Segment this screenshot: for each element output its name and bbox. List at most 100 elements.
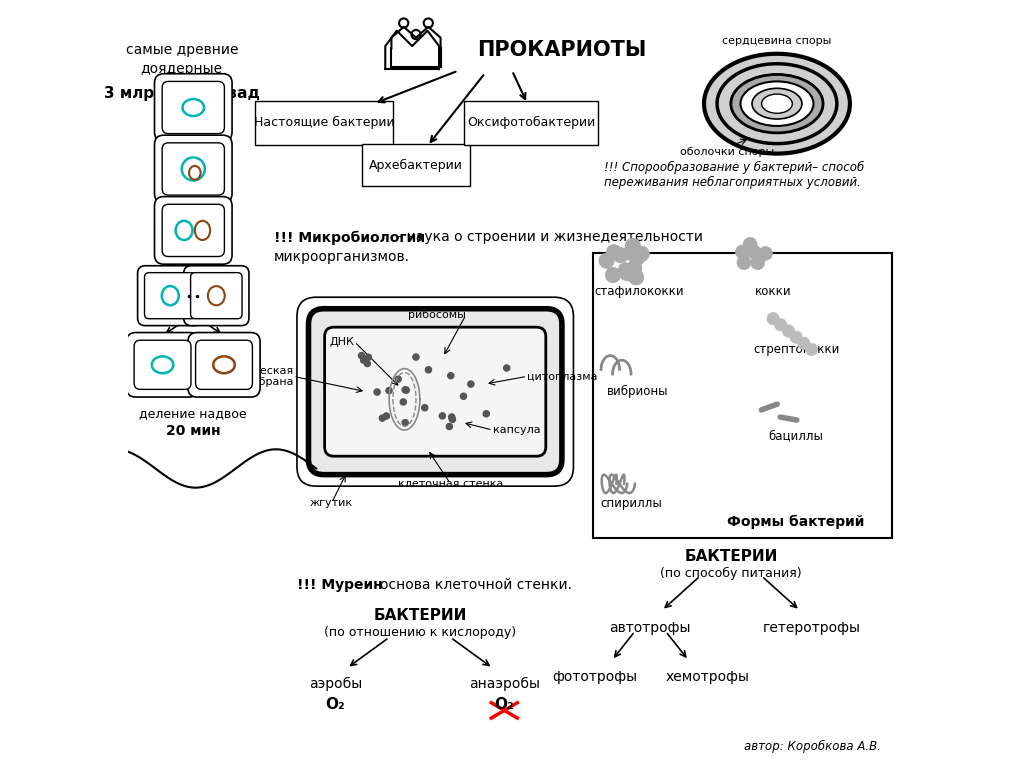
Circle shape	[403, 387, 410, 393]
Circle shape	[386, 388, 392, 394]
Text: деление надвое: деление надвое	[139, 407, 247, 420]
Circle shape	[504, 365, 510, 371]
Circle shape	[751, 256, 765, 270]
Text: гетеротрофы: гетеротрофы	[763, 621, 860, 634]
Text: ПРОКАРИОТЫ: ПРОКАРИОТЫ	[477, 40, 647, 60]
Ellipse shape	[752, 88, 802, 119]
Text: хемотрофы: хемотрофы	[666, 670, 750, 684]
Text: микроорганизмов.: микроорганизмов.	[274, 250, 410, 263]
Circle shape	[447, 372, 454, 379]
Circle shape	[374, 389, 380, 395]
Text: Настоящие бактерии: Настоящие бактерии	[254, 116, 394, 130]
Text: фототрофы: фототрофы	[552, 670, 638, 684]
Text: аэробы: аэробы	[308, 677, 362, 691]
Text: - наука о строении и жизнедеятельности: - наука о строении и жизнедеятельности	[393, 230, 702, 244]
Text: (по способу питания): (по способу питания)	[660, 567, 802, 580]
Circle shape	[422, 405, 428, 411]
Text: БАКТЕРИИ: БАКТЕРИИ	[684, 549, 777, 564]
FancyBboxPatch shape	[127, 333, 199, 397]
FancyBboxPatch shape	[255, 101, 393, 145]
FancyBboxPatch shape	[325, 327, 546, 456]
Text: цитоплазма: цитоплазма	[527, 371, 598, 382]
FancyBboxPatch shape	[144, 273, 196, 319]
Text: Формы бактерий: Формы бактерий	[727, 515, 865, 529]
Circle shape	[627, 260, 642, 276]
FancyBboxPatch shape	[183, 266, 249, 326]
FancyBboxPatch shape	[190, 273, 242, 319]
Circle shape	[413, 354, 419, 360]
Circle shape	[402, 387, 409, 393]
Text: оболочки споры: оболочки споры	[680, 147, 774, 157]
FancyBboxPatch shape	[188, 333, 260, 397]
Text: жгутик: жгутик	[310, 498, 353, 508]
FancyBboxPatch shape	[464, 101, 598, 145]
Text: !!! Спорообразование у бактерий– способ
переживания неблагоприятных условий.: !!! Спорообразование у бактерий– способ …	[604, 161, 864, 190]
Circle shape	[613, 247, 629, 263]
Circle shape	[805, 343, 817, 356]
Ellipse shape	[731, 74, 823, 133]
Text: спириллы: спириллы	[600, 497, 662, 509]
Ellipse shape	[705, 54, 850, 154]
FancyBboxPatch shape	[134, 340, 190, 389]
Circle shape	[774, 319, 786, 331]
Circle shape	[383, 413, 389, 419]
FancyBboxPatch shape	[162, 143, 224, 195]
Text: O₂: O₂	[495, 697, 514, 713]
Text: стафилококки: стафилококки	[594, 286, 684, 298]
Circle shape	[791, 331, 803, 343]
Circle shape	[798, 337, 810, 349]
Circle shape	[634, 247, 649, 262]
Circle shape	[743, 237, 757, 251]
Text: 20 мин: 20 мин	[166, 424, 220, 438]
FancyBboxPatch shape	[162, 204, 224, 257]
Circle shape	[358, 353, 365, 359]
Circle shape	[617, 263, 633, 278]
Circle shape	[450, 416, 456, 422]
Text: сердцевина споры: сердцевина споры	[722, 36, 831, 46]
Circle shape	[360, 357, 367, 363]
Text: (по отношению к кислороду): (по отношению к кислороду)	[324, 626, 516, 639]
Circle shape	[599, 253, 614, 268]
Text: кокки: кокки	[755, 286, 792, 298]
Text: анаэробы: анаэробы	[469, 677, 540, 691]
Text: цитоплазматическая
мембрана: цитоплазматическая мембрана	[169, 366, 293, 387]
Circle shape	[746, 245, 761, 259]
Text: клеточная стенка: клеточная стенка	[398, 478, 503, 489]
Circle shape	[400, 399, 407, 405]
Circle shape	[629, 270, 644, 285]
Text: !!! Микробиология: !!! Микробиология	[274, 230, 425, 245]
FancyBboxPatch shape	[155, 135, 232, 203]
Circle shape	[606, 245, 622, 260]
Ellipse shape	[740, 81, 813, 126]
Text: автор: Коробкова А.В.: автор: Коробкова А.В.	[743, 740, 881, 753]
FancyBboxPatch shape	[297, 297, 573, 486]
Text: 3 млрд лет назад: 3 млрд лет назад	[103, 86, 260, 101]
Text: бациллы: бациллы	[769, 430, 823, 442]
Circle shape	[759, 247, 772, 260]
Circle shape	[365, 360, 371, 366]
Text: -  основа клеточной стенки.: - основа клеточной стенки.	[362, 578, 572, 591]
FancyBboxPatch shape	[137, 266, 203, 326]
Text: рибосомы: рибосомы	[408, 310, 466, 320]
Text: Архебактерии: Архебактерии	[369, 158, 463, 172]
FancyBboxPatch shape	[362, 144, 470, 187]
Circle shape	[605, 267, 621, 283]
Text: капсула: капсула	[493, 425, 541, 435]
Circle shape	[624, 245, 639, 260]
Circle shape	[461, 393, 467, 399]
FancyBboxPatch shape	[155, 74, 232, 141]
Text: вибрионы: вибрионы	[606, 385, 668, 399]
Circle shape	[483, 411, 489, 417]
Circle shape	[468, 381, 474, 387]
Text: O₂: O₂	[326, 697, 345, 713]
Circle shape	[425, 366, 431, 372]
Circle shape	[782, 325, 795, 337]
Text: автотрофы: автотрофы	[609, 621, 691, 634]
Circle shape	[625, 238, 640, 253]
Text: стрептококки: стрептококки	[753, 343, 840, 356]
Text: ДНК: ДНК	[330, 336, 354, 347]
FancyBboxPatch shape	[593, 253, 892, 538]
Circle shape	[620, 266, 635, 281]
Circle shape	[446, 423, 453, 429]
Text: самые древние: самые древние	[126, 43, 238, 57]
